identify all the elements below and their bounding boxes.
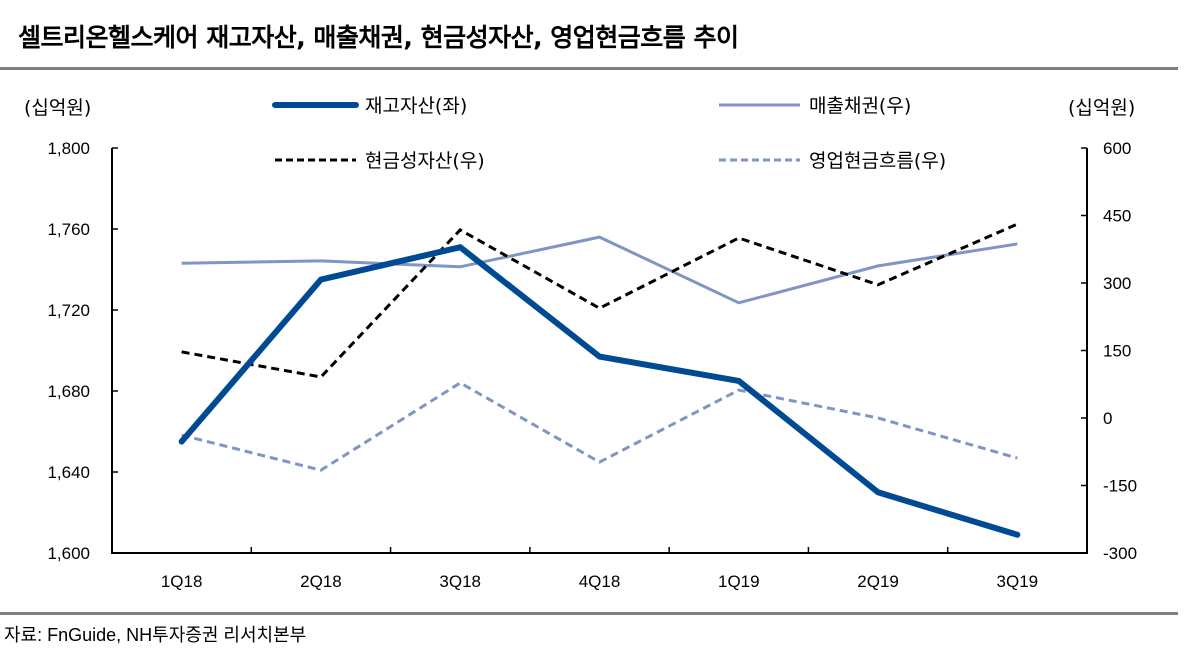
legend-label-ocf: 영업현금흐름(우) xyxy=(809,150,946,172)
left-tick-label: 1,720 xyxy=(47,301,90,320)
series-line-receivables xyxy=(181,235,1018,305)
right-axis-unit: (십억원) xyxy=(1068,97,1136,119)
left-tick-label: 1,760 xyxy=(47,220,90,239)
legend-label-receivables: 매출채권(우) xyxy=(809,95,911,117)
right-tick-label: 150 xyxy=(1103,342,1131,361)
left-axis-unit: (십억원) xyxy=(24,97,92,119)
right-tick-label: -300 xyxy=(1103,544,1137,563)
top-divider xyxy=(0,67,1178,70)
series-line-ocf xyxy=(181,381,1018,472)
axes: 1,800 1,760 1,720 1,680 1,640 1,600 600 450 300 1… xyxy=(47,139,1137,591)
x-tick-label: 2Q19 xyxy=(857,572,899,591)
legend: 재고자산(좌) 매출채권(우) 현금성자산(우) 영업현금흐름(우) xyxy=(272,95,946,172)
right-tick-label: -150 xyxy=(1103,477,1137,496)
series-lines xyxy=(178,222,1021,538)
x-tick-label: 1Q19 xyxy=(718,572,760,591)
x-tick-label: 2Q18 xyxy=(300,572,342,591)
legend-label-inventory: 재고자산(좌) xyxy=(365,95,467,117)
series-line-inventory xyxy=(178,243,1021,538)
legend-label-cash: 현금성자산(우) xyxy=(365,150,485,172)
series-line-cash xyxy=(181,222,1018,379)
left-tick-label: 1,800 xyxy=(47,139,90,158)
right-tick-label: 0 xyxy=(1103,409,1112,428)
left-tick-label: 1,680 xyxy=(47,382,90,401)
right-tick-label: 600 xyxy=(1103,139,1131,158)
left-tick-label: 1,640 xyxy=(47,463,90,482)
source-note: 자료: FnGuide, NH투자증권 리서치본부 xyxy=(4,625,307,645)
x-tick-label: 4Q18 xyxy=(579,572,621,591)
x-tick-label: 3Q18 xyxy=(439,572,481,591)
chart-title: 셀트리온헬스케어 재고자산, 매출채권, 현금성자산, 영업현금흐름 추이 xyxy=(18,23,739,52)
bottom-divider xyxy=(0,612,1178,615)
right-tick-label: 300 xyxy=(1103,274,1131,293)
x-tick-label: 1Q18 xyxy=(161,572,203,591)
left-tick-label: 1,600 xyxy=(47,544,90,563)
x-tick-label: 3Q19 xyxy=(997,572,1039,591)
right-tick-label: 450 xyxy=(1103,207,1131,226)
